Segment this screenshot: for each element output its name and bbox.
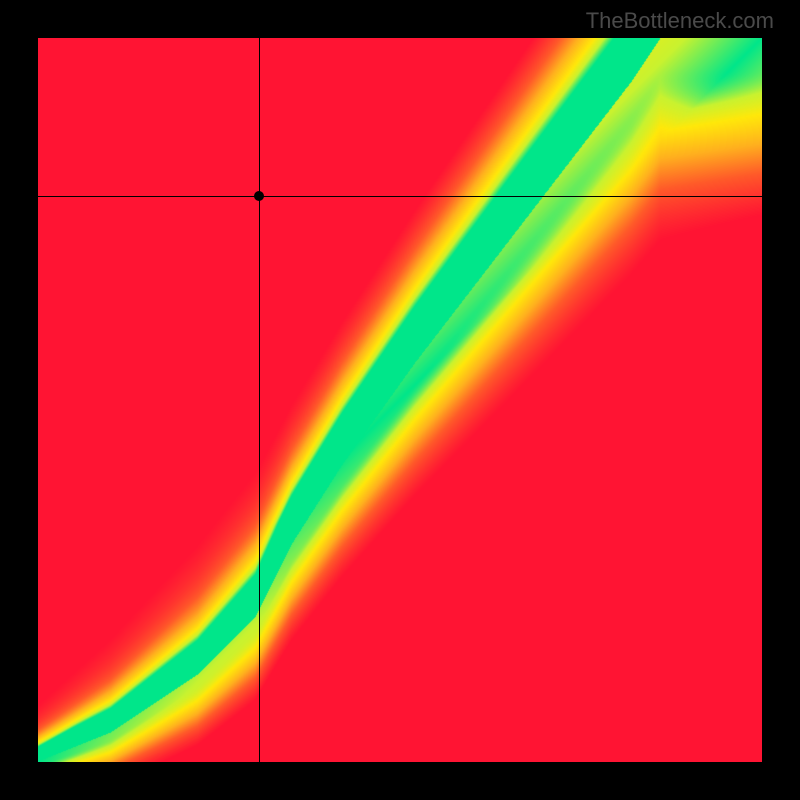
heatmap-chart — [38, 38, 762, 762]
watermark-text: TheBottleneck.com — [586, 8, 774, 34]
crosshair-horizontal — [38, 196, 762, 197]
crosshair-vertical — [259, 38, 260, 762]
heatmap-canvas — [38, 38, 762, 762]
crosshair-point — [254, 191, 264, 201]
